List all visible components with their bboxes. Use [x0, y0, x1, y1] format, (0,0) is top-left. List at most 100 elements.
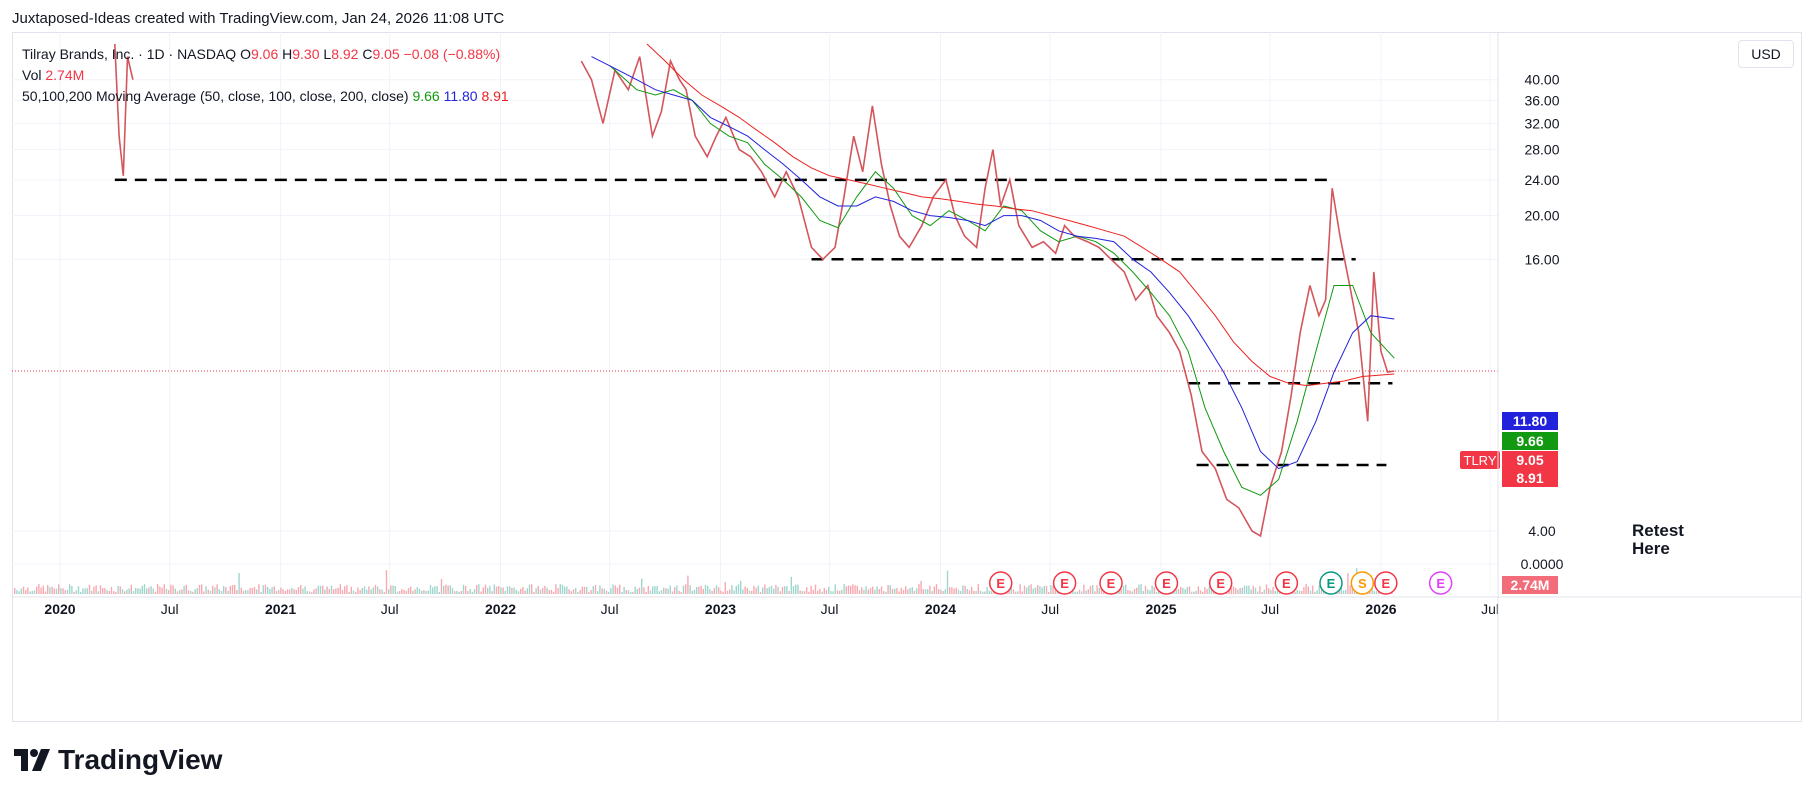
volume-bar [176, 591, 179, 594]
volume-bar [36, 586, 38, 594]
volume-bar [913, 590, 916, 594]
volume-bar [357, 587, 359, 594]
currency-button[interactable]: USD [1738, 40, 1794, 68]
event-marker[interactable] [1208, 571, 1233, 595]
volume-bar [192, 591, 194, 594]
event-marker[interactable] [1154, 571, 1179, 595]
volume-bar [641, 578, 643, 594]
volume-bar [885, 591, 887, 594]
legend-low-value: 8.92 [331, 46, 359, 62]
volume-bar [203, 591, 205, 594]
volume-bar [1305, 584, 1307, 594]
volume-bar [775, 584, 777, 594]
volume-bar [161, 587, 163, 594]
volume-bar [610, 588, 612, 594]
legend-volume-label[interactable]: Vol [22, 67, 42, 83]
volume-bar [902, 589, 905, 594]
volume-bar [845, 586, 847, 594]
volume-bar [812, 589, 814, 594]
moving-average-line-200[interactable] [646, 43, 1395, 387]
volume-bar [271, 587, 273, 594]
volume-bar [502, 587, 504, 594]
volume-bar [786, 586, 788, 594]
volume-bar [634, 586, 636, 594]
volume-bar [416, 587, 418, 594]
volume-bar [407, 588, 410, 594]
volume-bar [119, 586, 121, 594]
price-line[interactable] [114, 43, 134, 176]
volume-bar [1197, 586, 1199, 594]
volume-bar [27, 587, 29, 594]
volume-bar [898, 591, 900, 594]
volume-bar [940, 589, 942, 594]
event-marker[interactable] [1374, 571, 1398, 595]
volume-bar [1347, 573, 1349, 594]
annotation-line-1: Retest [1632, 521, 1684, 540]
event-marker-label: E [1107, 576, 1116, 591]
price-line[interactable] [580, 56, 1395, 538]
volume-bar [850, 585, 852, 594]
volume-bar [1021, 591, 1023, 594]
event-marker[interactable] [1319, 571, 1343, 595]
volume-bar [1248, 585, 1250, 594]
volume-bar [500, 587, 502, 594]
event-marker[interactable] [988, 571, 1013, 595]
event-marker-label: E [1060, 576, 1069, 591]
volume-bar [843, 584, 845, 594]
volume-bar [746, 587, 748, 594]
price-axis-label: 11.80 [1513, 413, 1547, 429]
volume-bar [555, 584, 557, 594]
volume-bar [768, 587, 770, 594]
volume-bar [95, 585, 97, 594]
tradingview-logo[interactable]: TradingView [14, 744, 222, 776]
legend-ma100-value: 11.80 [443, 88, 478, 104]
price-chart[interactable]: 40.00 36.00 32.00 28.00 24.00 20.00 16.00 4.00 0… [12, 32, 1802, 722]
volume-bar [1155, 591, 1158, 594]
volume-bar [425, 591, 427, 594]
volume-bar [575, 587, 577, 594]
x-axis-tick-label: Jul [821, 601, 839, 617]
legend-open-label: O [240, 46, 251, 62]
volume-bar [740, 580, 742, 594]
legend-ma-label[interactable]: 50,100,200 Moving Average (50, close, 10… [22, 88, 409, 104]
event-marker[interactable] [1274, 571, 1299, 595]
legend-change: −0.08 (−0.88%) [403, 46, 501, 62]
volume-bar [330, 585, 333, 594]
volume-bar [484, 584, 487, 594]
volume-bar [456, 590, 458, 594]
volume-bar [126, 589, 128, 594]
moving-average-line-50[interactable] [609, 65, 1395, 496]
volume-bar [348, 591, 350, 594]
x-axis-tick-label: 2021 [265, 601, 296, 617]
legend-close-value: 9.05 [372, 46, 400, 62]
event-marker[interactable] [1428, 571, 1453, 595]
moving-average-line-100[interactable] [591, 56, 1395, 470]
volume-bar [1199, 590, 1202, 594]
volume-bar [680, 591, 682, 594]
volume-bar [1307, 586, 1309, 594]
volume-bar [1175, 589, 1177, 594]
volume-bar [682, 585, 685, 594]
volume-bar [509, 586, 511, 594]
volume-bar [146, 588, 148, 594]
event-marker[interactable] [1350, 571, 1375, 595]
volume-bar [99, 585, 102, 594]
volume-bar [674, 587, 676, 594]
volume-bar [487, 587, 489, 594]
volume-bar [247, 590, 249, 594]
event-marker[interactable] [1099, 571, 1123, 595]
volume-bar [660, 590, 663, 594]
volume-bar [735, 585, 737, 594]
volume-bar [273, 586, 275, 594]
volume-bar [638, 587, 641, 594]
volume-bar [60, 588, 62, 594]
volume-bar [1037, 585, 1039, 594]
event-marker[interactable] [1052, 571, 1077, 595]
volume-bar [570, 591, 572, 594]
volume-bar [773, 588, 775, 594]
legend-symbol[interactable]: Tilray Brands, Inc. · 1D · NASDAQ [22, 46, 237, 62]
volume-bar [236, 590, 238, 594]
volume-bar [458, 591, 460, 594]
volume-bar [1270, 590, 1272, 594]
volume-bar [1316, 590, 1318, 594]
